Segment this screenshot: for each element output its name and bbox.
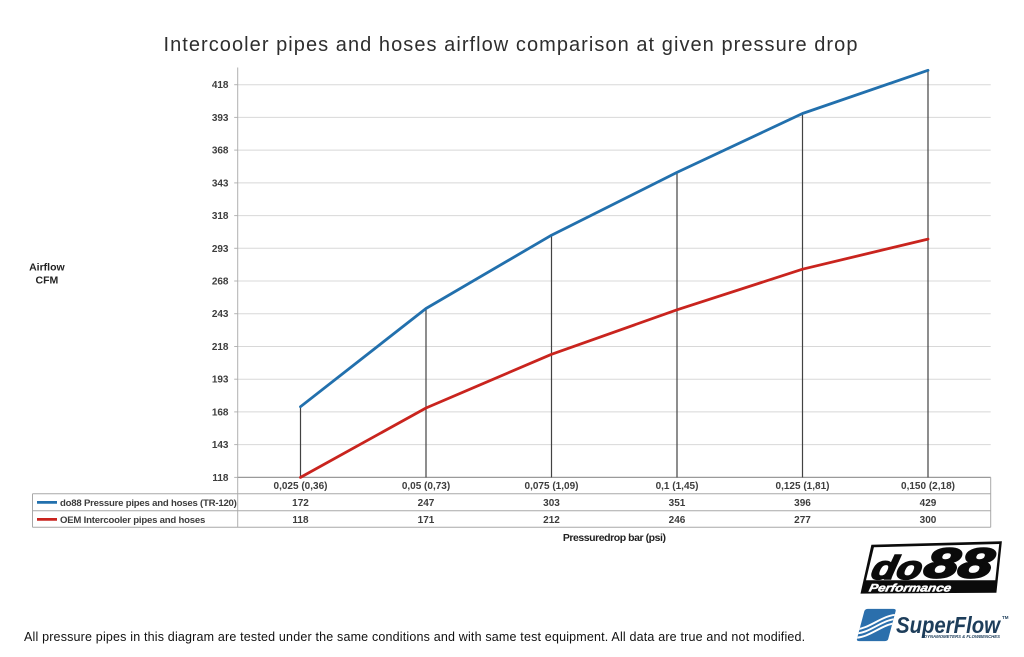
svg-text:SuperFlow: SuperFlow	[896, 612, 1002, 638]
svg-text:118: 118	[292, 515, 309, 526]
svg-text:88: 88	[920, 540, 998, 586]
svg-text:243: 243	[212, 309, 229, 320]
svg-text:TM: TM	[1002, 615, 1009, 620]
svg-text:418: 418	[212, 80, 229, 91]
svg-text:343: 343	[212, 178, 229, 189]
svg-text:429: 429	[920, 498, 937, 509]
svg-text:Pressuredrop bar (psi): Pressuredrop bar (psi)	[563, 532, 666, 544]
svg-text:CFM: CFM	[36, 275, 59, 287]
svg-text:268: 268	[212, 277, 229, 288]
svg-text:0,05 (0,73): 0,05 (0,73)	[402, 481, 450, 492]
svg-text:168: 168	[212, 407, 229, 418]
svg-text:Intercooler pipes and hoses ai: Intercooler pipes and hoses airflow comp…	[163, 34, 858, 56]
svg-text:118: 118	[212, 473, 229, 484]
svg-text:0,1 (1,45): 0,1 (1,45)	[656, 481, 699, 492]
svg-text:OEM Intercooler pipes and hose: OEM Intercooler pipes and hoses	[60, 515, 205, 526]
svg-text:DYNAMOMETERS & FLOWBENCHES: DYNAMOMETERS & FLOWBENCHES	[924, 634, 1001, 640]
svg-text:do: do	[868, 550, 926, 587]
svg-text:171: 171	[418, 515, 435, 526]
svg-text:293: 293	[212, 244, 229, 255]
svg-text:212: 212	[543, 515, 560, 526]
svg-text:351: 351	[669, 498, 686, 509]
svg-text:Airflow: Airflow	[29, 262, 65, 274]
svg-text:193: 193	[212, 375, 229, 386]
svg-text:143: 143	[212, 440, 229, 451]
svg-text:0,125 (1,81): 0,125 (1,81)	[776, 481, 830, 492]
svg-text:318: 318	[212, 211, 229, 222]
svg-text:do88 Pressure pipes and hoses: do88 Pressure pipes and hoses (TR-120)	[60, 498, 237, 509]
svg-text:368: 368	[212, 146, 229, 157]
svg-text:303: 303	[543, 498, 560, 509]
svg-text:0,025 (0,36): 0,025 (0,36)	[274, 481, 328, 492]
svg-text:172: 172	[292, 498, 309, 509]
svg-text:0,075 (1,09): 0,075 (1,09)	[525, 481, 579, 492]
svg-text:247: 247	[418, 498, 435, 509]
svg-text:All pressure pipes in this dia: All pressure pipes in this diagram are t…	[24, 630, 805, 644]
svg-text:277: 277	[794, 515, 811, 526]
svg-text:300: 300	[920, 515, 937, 526]
svg-text:246: 246	[669, 515, 686, 526]
svg-text:Performance: Performance	[868, 583, 953, 595]
svg-text:218: 218	[212, 342, 229, 353]
svg-text:396: 396	[794, 498, 811, 509]
svg-text:393: 393	[212, 113, 229, 124]
svg-text:0,150 (2,18): 0,150 (2,18)	[901, 481, 955, 492]
